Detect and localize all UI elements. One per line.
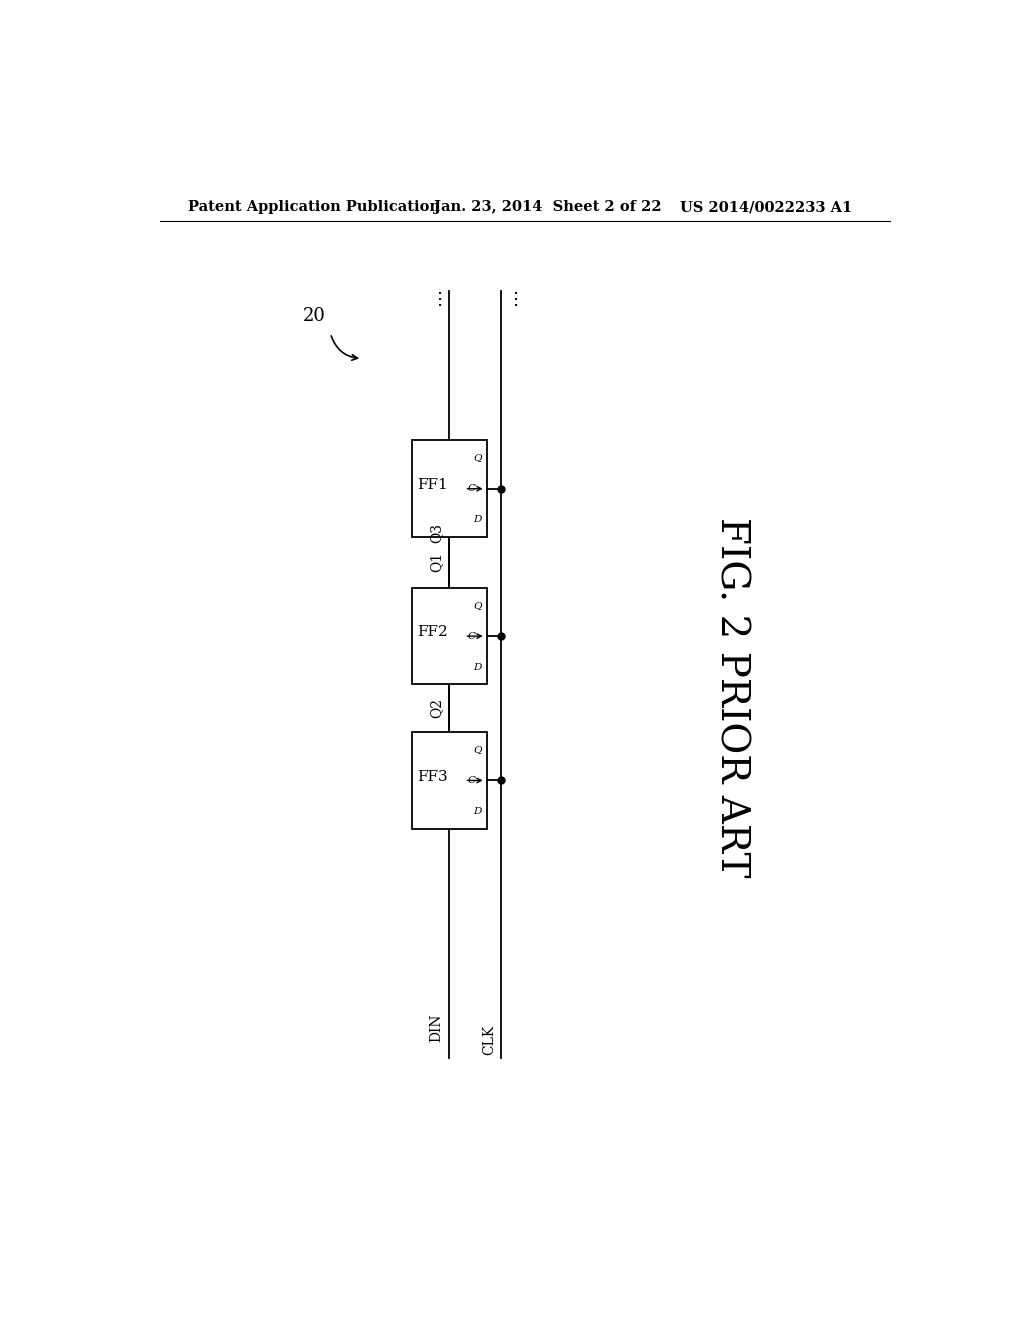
Bar <box>412 733 487 829</box>
Text: C: C <box>468 776 476 785</box>
Text: FF2: FF2 <box>418 626 449 639</box>
Text: Q: Q <box>473 744 481 754</box>
Text: D: D <box>473 515 481 524</box>
Text: FIG. 2 PRIOR ART: FIG. 2 PRIOR ART <box>713 517 750 878</box>
Text: Q: Q <box>473 601 481 610</box>
Text: Q2: Q2 <box>429 698 443 718</box>
Text: Q3: Q3 <box>429 524 443 544</box>
Text: ⋯: ⋯ <box>431 286 449 305</box>
Text: Patent Application Publication: Patent Application Publication <box>187 201 439 214</box>
Text: DIN: DIN <box>429 1014 443 1041</box>
Text: FF3: FF3 <box>418 770 449 784</box>
Text: US 2014/0022233 A1: US 2014/0022233 A1 <box>680 201 852 214</box>
Text: D: D <box>473 807 481 816</box>
Text: 20: 20 <box>303 308 326 325</box>
Text: Q1: Q1 <box>429 552 443 573</box>
Text: Jan. 23, 2014  Sheet 2 of 22: Jan. 23, 2014 Sheet 2 of 22 <box>433 201 662 214</box>
Text: Q: Q <box>473 453 481 462</box>
Text: D: D <box>473 663 481 672</box>
Text: ⋯: ⋯ <box>506 286 524 305</box>
Text: C: C <box>468 484 476 494</box>
Text: C: C <box>468 631 476 640</box>
Bar <box>412 587 487 684</box>
Text: CLK: CLK <box>482 1024 496 1055</box>
Bar <box>412 441 487 537</box>
Text: FF1: FF1 <box>418 478 449 492</box>
